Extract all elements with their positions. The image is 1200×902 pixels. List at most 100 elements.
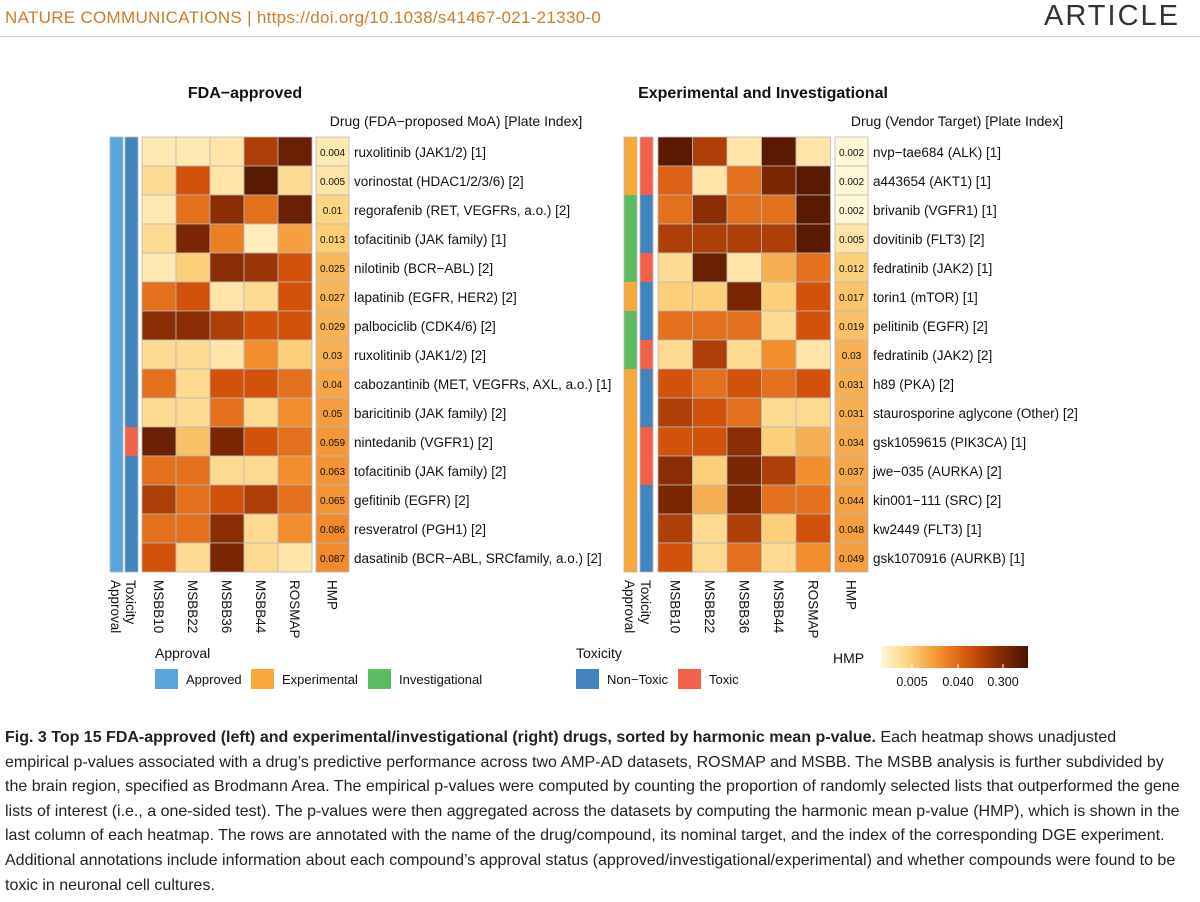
heatmap-cell bbox=[795, 339, 831, 370]
hmp-cell bbox=[315, 484, 350, 515]
hmp-column-label: HMP bbox=[844, 580, 859, 610]
heatmap-cell bbox=[761, 426, 797, 457]
heatmap-cell bbox=[795, 542, 831, 573]
heatmap-cell bbox=[692, 455, 728, 486]
heatmap-cell bbox=[209, 136, 245, 167]
heatmap-cell bbox=[175, 223, 211, 254]
hmp-cell bbox=[834, 484, 869, 515]
heatmap-cell bbox=[761, 542, 797, 573]
toxicity-legend-title: Toxicity bbox=[576, 645, 622, 661]
toxicity-column-label: Toxicity bbox=[123, 580, 138, 625]
approval-cell bbox=[110, 340, 123, 369]
heatmap-cell bbox=[761, 484, 797, 515]
row-label: baricitinib (JAK family) [2] bbox=[354, 406, 506, 421]
approval-cell bbox=[624, 253, 637, 282]
heatmap-cell bbox=[726, 136, 762, 167]
heatmap-cell bbox=[761, 455, 797, 486]
heatmap-cell bbox=[657, 513, 693, 544]
toxicity-column-label: Toxicity bbox=[638, 580, 653, 625]
toxicity-cell bbox=[125, 340, 138, 369]
toxicity-cell bbox=[640, 485, 653, 514]
approval-cell bbox=[110, 195, 123, 224]
heatmap-cell bbox=[243, 310, 279, 341]
approval-cell bbox=[624, 485, 637, 514]
toxicity-cell bbox=[640, 514, 653, 543]
toxicity-legend-label: Toxic bbox=[709, 672, 739, 687]
heatmap-cell bbox=[175, 484, 211, 515]
row-label: fedratinib (JAK2) [2] bbox=[873, 348, 992, 363]
caption-title: Fig. 3 Top 15 FDA-approved (left) and ex… bbox=[5, 729, 876, 746]
approval-legend-label: Approved bbox=[186, 672, 242, 687]
approval-cell bbox=[110, 485, 123, 514]
approval-cell bbox=[110, 543, 123, 572]
heatmap-cell bbox=[726, 252, 762, 283]
heatmap-cell bbox=[657, 455, 693, 486]
column-label: ROSMAP bbox=[805, 580, 820, 639]
toxicity-cell bbox=[640, 166, 653, 195]
approval-legend-title: Approval bbox=[155, 645, 210, 661]
heatmap-cell bbox=[692, 165, 728, 196]
heatmap-cell bbox=[209, 397, 245, 428]
toxicity-cell bbox=[125, 195, 138, 224]
row-label: gsk1070916 (AURKB) [1] bbox=[873, 551, 1025, 566]
toxicity-cell bbox=[640, 224, 653, 253]
toxicity-cell bbox=[640, 543, 653, 572]
heatmap-cell bbox=[243, 165, 279, 196]
hmp-cell bbox=[315, 194, 350, 225]
heatmap-cell bbox=[243, 194, 279, 225]
heatmap-cell bbox=[726, 310, 762, 341]
approval-column-label: Approval bbox=[108, 580, 123, 633]
hmp-value: 0.004 bbox=[320, 148, 345, 159]
hmp-cell bbox=[834, 368, 869, 399]
row-label: ruxolitinib (JAK1/2) [2] bbox=[354, 348, 486, 363]
approval-cell bbox=[110, 311, 123, 340]
heatmap-cell bbox=[795, 513, 831, 544]
approval-cell bbox=[624, 224, 637, 253]
approval-cell bbox=[624, 340, 637, 369]
heatmap-cell bbox=[277, 281, 313, 312]
hmp-value: 0.044 bbox=[839, 496, 864, 507]
heatmap-cell bbox=[141, 542, 177, 573]
column-label: MSBB22 bbox=[702, 580, 717, 633]
row-label: h89 (PKA) [2] bbox=[873, 377, 954, 392]
heatmap-cell bbox=[277, 426, 313, 457]
heatmap-cell bbox=[175, 426, 211, 457]
heatmap-cell bbox=[277, 136, 313, 167]
row-label: a443654 (AKT1) [1] bbox=[873, 174, 991, 189]
hmp-value: 0.002 bbox=[839, 177, 864, 188]
heatmap-cell bbox=[141, 310, 177, 341]
heatmap-cell bbox=[726, 455, 762, 486]
toxicity-cell bbox=[125, 485, 138, 514]
approval-cell bbox=[110, 514, 123, 543]
hmp-value: 0.05 bbox=[323, 409, 343, 420]
heatmap-cell bbox=[141, 513, 177, 544]
hmp-cell bbox=[834, 426, 869, 457]
column-label: MSBB44 bbox=[253, 580, 268, 634]
toxicity-legend-swatch bbox=[576, 669, 599, 689]
heatmap-cell bbox=[175, 542, 211, 573]
heatmap-cell bbox=[726, 281, 762, 312]
approval-column-outline bbox=[623, 136, 638, 573]
toxicity-cell bbox=[125, 543, 138, 572]
heatmap-cell bbox=[209, 426, 245, 457]
hmp-tick-label: 0.300 bbox=[987, 675, 1018, 689]
approval-cell bbox=[110, 282, 123, 311]
heatmap-cell bbox=[657, 339, 693, 370]
hmp-value: 0.048 bbox=[839, 525, 864, 536]
heatmap-cell bbox=[141, 165, 177, 196]
row-label: nintedanib (VGFR1) [2] bbox=[354, 435, 493, 450]
hmp-cell bbox=[315, 281, 350, 312]
heatmap-cell bbox=[277, 455, 313, 486]
toxicity-cell bbox=[640, 282, 653, 311]
heatmap-cell bbox=[141, 368, 177, 399]
heatmap-cell bbox=[761, 223, 797, 254]
heatmap-cell bbox=[795, 455, 831, 486]
heatmap-cell bbox=[209, 252, 245, 283]
heatmap-cell bbox=[692, 223, 728, 254]
row-label: gsk1059615 (PIK3CA) [1] bbox=[873, 435, 1026, 450]
hmp-value: 0.03 bbox=[323, 351, 343, 362]
heatmap-cell bbox=[726, 426, 762, 457]
row-label: regorafenib (RET, VEGFRs, a.o.) [2] bbox=[354, 203, 570, 218]
hmp-value: 0.005 bbox=[839, 235, 864, 246]
heatmap-cell bbox=[277, 252, 313, 283]
